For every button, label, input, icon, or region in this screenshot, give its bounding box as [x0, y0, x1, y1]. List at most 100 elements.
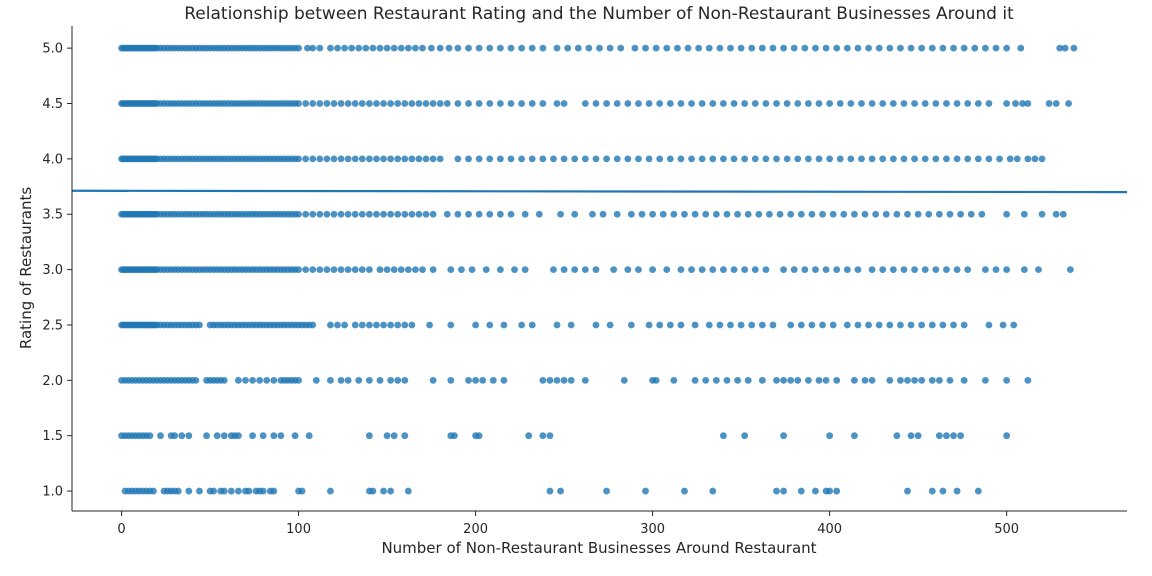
data-point	[918, 321, 926, 329]
data-point	[571, 210, 579, 218]
data-point	[362, 44, 370, 52]
data-point	[950, 432, 957, 440]
data-point	[249, 432, 256, 440]
data-point	[758, 44, 766, 52]
data-point	[220, 487, 228, 495]
data-point	[645, 321, 653, 329]
data-point	[330, 100, 338, 107]
data-point	[550, 266, 557, 274]
data-point	[394, 210, 402, 218]
data-point	[737, 44, 745, 52]
data-point	[422, 210, 430, 218]
data-point	[507, 210, 515, 218]
data-point	[702, 376, 710, 384]
data-point	[773, 100, 780, 107]
data-point	[390, 44, 398, 52]
data-point	[337, 266, 345, 274]
data-point	[635, 100, 642, 107]
data-point	[507, 155, 515, 163]
data-point	[387, 376, 395, 384]
data-point	[943, 155, 950, 163]
y-tick-label: 1.5	[42, 429, 63, 444]
y-tick-label: 5.0	[42, 42, 63, 57]
data-point	[960, 321, 968, 329]
data-point	[415, 210, 423, 218]
data-point	[355, 376, 363, 384]
data-point	[1035, 266, 1042, 274]
data-point	[712, 376, 720, 384]
data-point	[953, 487, 961, 495]
data-point	[957, 432, 965, 440]
data-point	[649, 266, 656, 274]
data-point	[419, 44, 426, 52]
data-point	[808, 210, 816, 218]
data-point	[1061, 44, 1069, 52]
data-point	[535, 210, 543, 218]
data-point	[344, 266, 352, 274]
data-point	[656, 100, 664, 107]
data-point	[900, 155, 908, 163]
data-point	[486, 321, 494, 329]
data-point	[780, 266, 787, 274]
data-point	[528, 100, 536, 107]
data-point	[447, 321, 455, 329]
data-point	[677, 155, 685, 163]
data-point	[776, 210, 784, 218]
data-point	[298, 487, 306, 495]
data-point	[737, 321, 745, 329]
data-point	[592, 321, 600, 329]
data-point	[705, 44, 713, 52]
data-point	[985, 155, 993, 163]
data-point	[337, 100, 345, 107]
data-point	[762, 155, 770, 163]
data-point	[797, 487, 805, 495]
data-point	[415, 100, 423, 107]
data-point	[387, 487, 395, 495]
data-point	[234, 487, 242, 495]
data-point	[911, 155, 918, 163]
data-point	[574, 44, 582, 52]
data-point	[741, 100, 749, 107]
data-point	[918, 376, 926, 384]
data-point	[1003, 100, 1011, 107]
data-point	[305, 432, 313, 440]
data-point	[822, 266, 830, 274]
data-point	[475, 210, 483, 218]
data-point	[741, 266, 749, 274]
data-point	[868, 100, 876, 107]
data-point	[1003, 44, 1011, 52]
data-point	[928, 44, 936, 52]
data-point	[645, 100, 653, 107]
data-point	[794, 155, 802, 163]
data-point	[1065, 100, 1072, 107]
data-point	[914, 210, 922, 218]
data-point	[893, 210, 901, 218]
y-tick-label: 4.5	[42, 97, 63, 112]
data-point	[659, 210, 667, 218]
data-point	[323, 155, 331, 163]
data-point	[196, 487, 203, 495]
data-point	[698, 266, 706, 274]
data-point	[174, 487, 182, 495]
data-point	[900, 266, 908, 274]
x-tick-label: 0	[117, 522, 125, 537]
data-point	[851, 210, 858, 218]
data-point	[918, 44, 926, 52]
data-point	[557, 210, 564, 218]
data-point	[829, 321, 837, 329]
data-point	[401, 376, 409, 384]
data-point	[358, 210, 366, 218]
data-point	[613, 155, 621, 163]
data-point	[443, 210, 451, 218]
data-point	[585, 44, 593, 52]
data-point	[316, 266, 324, 274]
data-point	[323, 210, 331, 218]
data-point	[613, 210, 621, 218]
data-point	[309, 210, 317, 218]
data-point	[889, 100, 897, 107]
data-point	[914, 432, 922, 440]
data-point	[946, 376, 954, 384]
data-point	[295, 266, 302, 274]
data-point	[443, 100, 451, 107]
data-point	[797, 210, 805, 218]
